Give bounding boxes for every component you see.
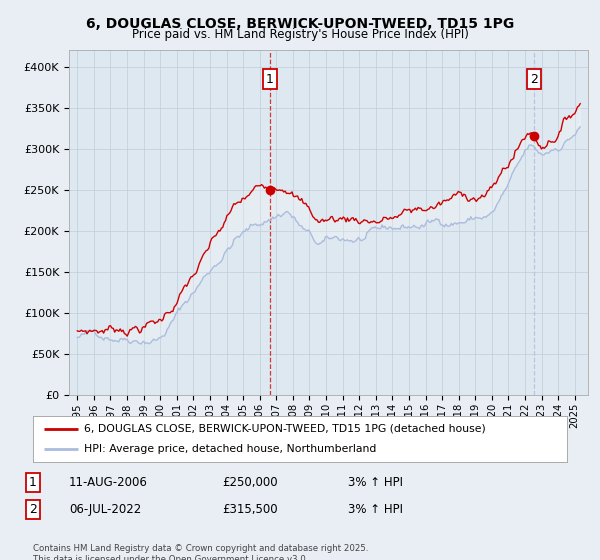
Text: 3% ↑ HPI: 3% ↑ HPI [348,476,403,489]
Text: 1: 1 [266,73,274,86]
Text: Price paid vs. HM Land Registry's House Price Index (HPI): Price paid vs. HM Land Registry's House … [131,28,469,41]
Text: £250,000: £250,000 [222,476,278,489]
Text: 06-JUL-2022: 06-JUL-2022 [69,503,141,516]
Text: £315,500: £315,500 [222,503,278,516]
Text: 2: 2 [530,73,538,86]
Text: Contains HM Land Registry data © Crown copyright and database right 2025.
This d: Contains HM Land Registry data © Crown c… [33,544,368,560]
Text: 11-AUG-2006: 11-AUG-2006 [69,476,148,489]
Text: 3% ↑ HPI: 3% ↑ HPI [348,503,403,516]
Text: 6, DOUGLAS CLOSE, BERWICK-UPON-TWEED, TD15 1PG: 6, DOUGLAS CLOSE, BERWICK-UPON-TWEED, TD… [86,17,514,31]
Text: 1: 1 [29,476,37,489]
Text: 6, DOUGLAS CLOSE, BERWICK-UPON-TWEED, TD15 1PG (detached house): 6, DOUGLAS CLOSE, BERWICK-UPON-TWEED, TD… [84,424,485,434]
Text: HPI: Average price, detached house, Northumberland: HPI: Average price, detached house, Nort… [84,444,376,454]
Text: 2: 2 [29,503,37,516]
